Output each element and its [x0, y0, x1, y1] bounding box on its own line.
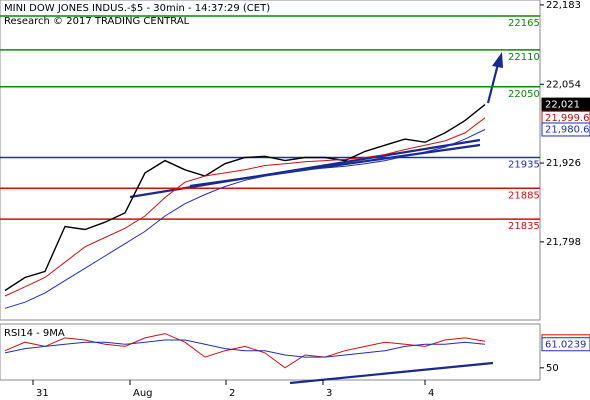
chart-title: MINI DOW JONES INDUS.-$5 - 30min - 14:37…	[4, 3, 270, 14]
series-line	[4, 117, 486, 297]
y-tick-label: 50	[546, 363, 559, 374]
level-label: 21935	[508, 160, 540, 171]
series-line	[4, 129, 486, 309]
chart-subtitle: Research © 2017 TRADING CENTRAL	[4, 16, 190, 27]
rsi-frame	[0, 323, 541, 381]
last-value-box	[541, 122, 590, 137]
last-value-label: 61.0239	[545, 339, 586, 350]
main-frame	[0, 0, 541, 321]
x-tick-label: 31	[36, 388, 49, 399]
last-value-label: 21,980.6	[545, 124, 590, 135]
level-label: 21885	[508, 190, 540, 201]
arrow-shaft	[486, 63, 500, 104]
last-value-label: 21,999.6	[545, 113, 590, 124]
level-label: 21835	[508, 221, 540, 232]
y-tick-label: 22,054	[546, 79, 581, 90]
series-line	[4, 104, 486, 292]
last-value-box	[541, 337, 590, 352]
x-tick-label: 3	[326, 388, 332, 399]
level-label: 22165	[508, 18, 540, 29]
x-tick-label: Aug	[133, 388, 153, 399]
level-label: 22110	[508, 52, 540, 63]
rsi-title: RSI14 - 9MA	[4, 328, 65, 339]
series-line	[4, 333, 486, 369]
trend-line	[189, 143, 481, 188]
y-tick-label: 21,798	[546, 237, 581, 248]
x-tick-label: 2	[229, 388, 235, 399]
rsi-trend-line	[289, 361, 494, 385]
level-label: 22050	[508, 89, 540, 100]
series-line	[4, 339, 486, 358]
y-tick-label: 21,926	[546, 158, 581, 169]
y-tick-label: 22,183	[546, 0, 581, 11]
x-tick-label: 4	[428, 388, 434, 399]
last-value-label: 22,021	[545, 100, 580, 111]
arrow-head	[492, 52, 503, 68]
trend-line	[129, 138, 481, 199]
